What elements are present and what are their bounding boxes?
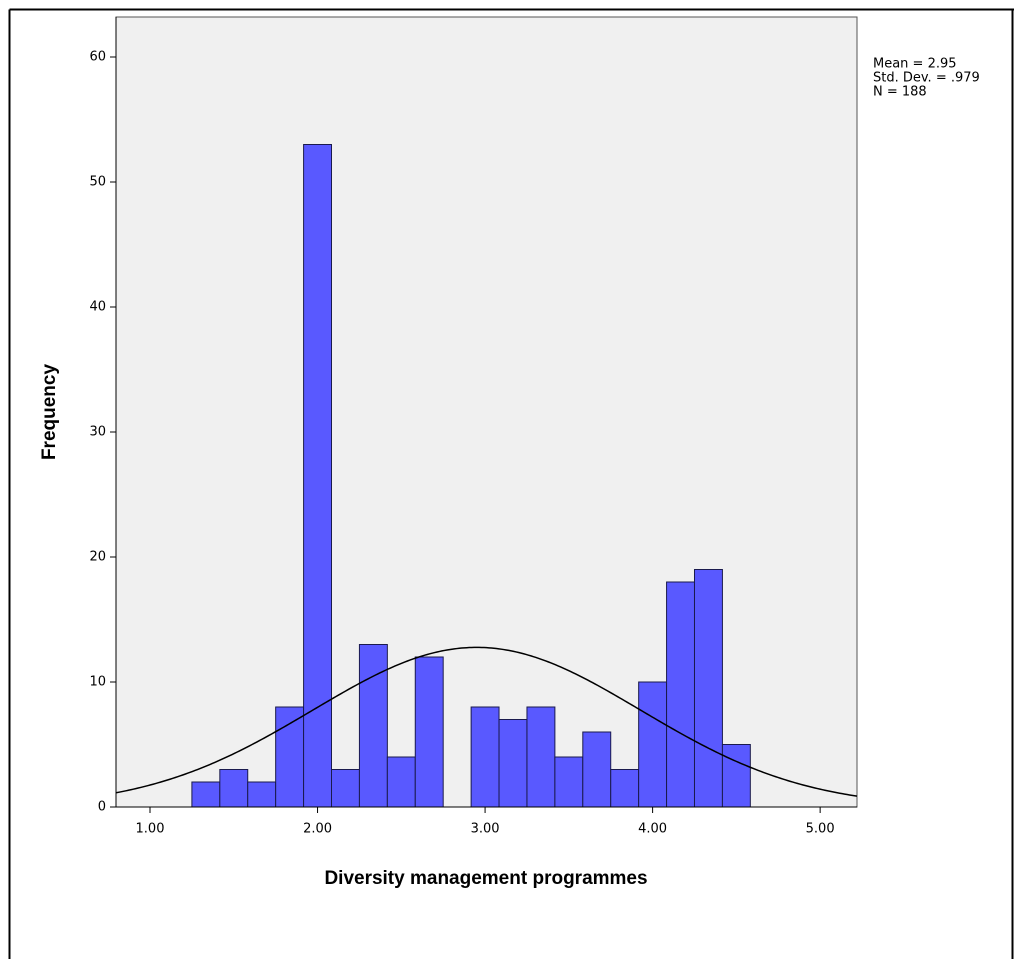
x-tick-label: 3.00 [471, 822, 500, 837]
y-tick-label: 0 [98, 800, 106, 815]
y-tick-label: 10 [89, 675, 106, 690]
stat-label: Mean = 2.95 [873, 57, 957, 72]
y-tick-label: 30 [89, 425, 106, 440]
bar [275, 706, 305, 808]
bar [358, 644, 388, 808]
y-tick-label: 40 [89, 300, 106, 315]
plot-area [115, 16, 858, 808]
bar [693, 569, 723, 808]
bar [414, 656, 444, 808]
stat-label: N = 188 [873, 85, 927, 100]
bar [526, 706, 556, 808]
normal-curve [115, 646, 858, 797]
bar [610, 769, 640, 808]
bar [330, 769, 360, 808]
x-tick-label: 2.00 [303, 822, 332, 837]
x-tick-label: 1.00 [136, 822, 165, 837]
bar [247, 781, 277, 808]
bar [638, 681, 668, 808]
stat-label: Std. Dev. = .979 [873, 71, 980, 86]
bar [303, 144, 332, 808]
x-axis-title: Diversity management programmes [324, 868, 647, 889]
bar [666, 581, 695, 808]
y-tick-label: 20 [89, 550, 106, 565]
y-tick-label: 50 [89, 175, 106, 190]
y-axis-title: Frequency [39, 364, 60, 461]
bar [554, 756, 584, 808]
bar [721, 744, 751, 808]
y-tick-label: 60 [89, 50, 106, 65]
bar [191, 781, 221, 808]
bar [582, 731, 612, 808]
x-tick-label: 5.00 [806, 822, 835, 837]
bar [498, 719, 528, 808]
bar [386, 756, 416, 808]
x-tick-label: 4.00 [638, 822, 667, 837]
bar [219, 769, 249, 808]
bar [470, 706, 500, 808]
